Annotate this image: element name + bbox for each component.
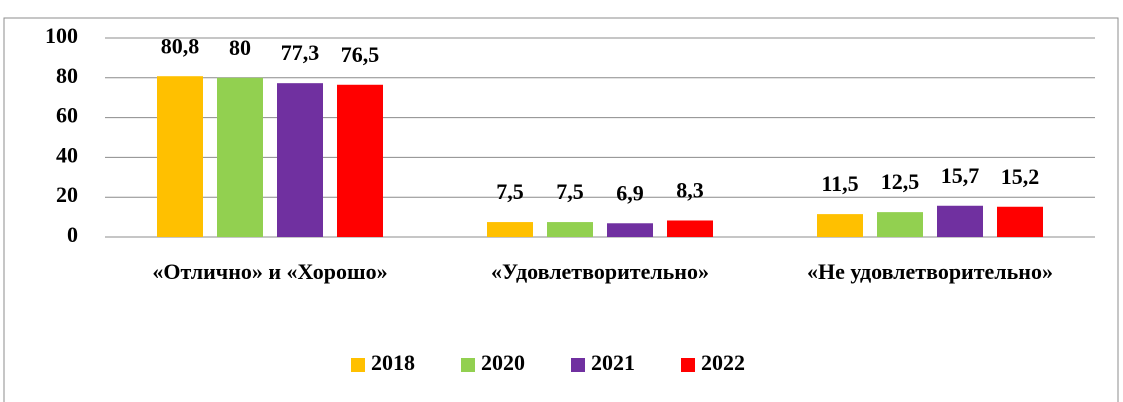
data-label: 11,5 xyxy=(821,171,858,196)
bar xyxy=(337,84,383,237)
data-label: 76,5 xyxy=(341,42,380,67)
x-tick-label: «Удовлетворительно» xyxy=(491,259,709,284)
data-label: 15,7 xyxy=(941,163,980,188)
bar xyxy=(607,223,653,237)
x-tick-label: «Отлично» и «Хорошо» xyxy=(152,259,388,284)
legend-swatch xyxy=(571,358,585,372)
legend-swatch xyxy=(461,358,475,372)
bar xyxy=(487,222,533,237)
x-tick-label: «Не удовлетворительно» xyxy=(807,259,1053,284)
data-label: 80,8 xyxy=(161,33,200,58)
data-label: 8,3 xyxy=(676,178,704,203)
data-label: 15,2 xyxy=(1001,164,1040,189)
y-tick-label: 0 xyxy=(67,222,78,247)
bar xyxy=(547,222,593,237)
legend-swatch xyxy=(351,358,365,372)
data-label: 80 xyxy=(229,35,251,60)
y-tick-label: 100 xyxy=(45,23,78,48)
data-label: 6,9 xyxy=(616,180,644,205)
y-tick-label: 20 xyxy=(56,182,78,207)
chart-frame xyxy=(3,17,1119,402)
y-tick-label: 80 xyxy=(56,63,78,88)
bar xyxy=(667,220,713,237)
legend-label: 2018 xyxy=(371,350,415,375)
y-tick-label: 60 xyxy=(56,103,78,128)
data-label: 7,5 xyxy=(496,179,524,204)
legend-label: 2022 xyxy=(701,350,745,375)
bar xyxy=(937,205,983,237)
data-label: 77,3 xyxy=(281,40,320,65)
data-label: 12,5 xyxy=(881,169,920,194)
legend-swatch xyxy=(681,358,695,372)
bar xyxy=(877,212,923,237)
data-label: 7,5 xyxy=(556,179,584,204)
bar xyxy=(277,83,323,237)
legend-label: 2020 xyxy=(481,350,525,375)
y-tick-label: 40 xyxy=(56,142,78,167)
legend-label: 2021 xyxy=(591,350,635,375)
bar xyxy=(217,77,263,237)
bar xyxy=(997,206,1043,237)
bar xyxy=(817,214,863,237)
bar xyxy=(157,76,203,237)
